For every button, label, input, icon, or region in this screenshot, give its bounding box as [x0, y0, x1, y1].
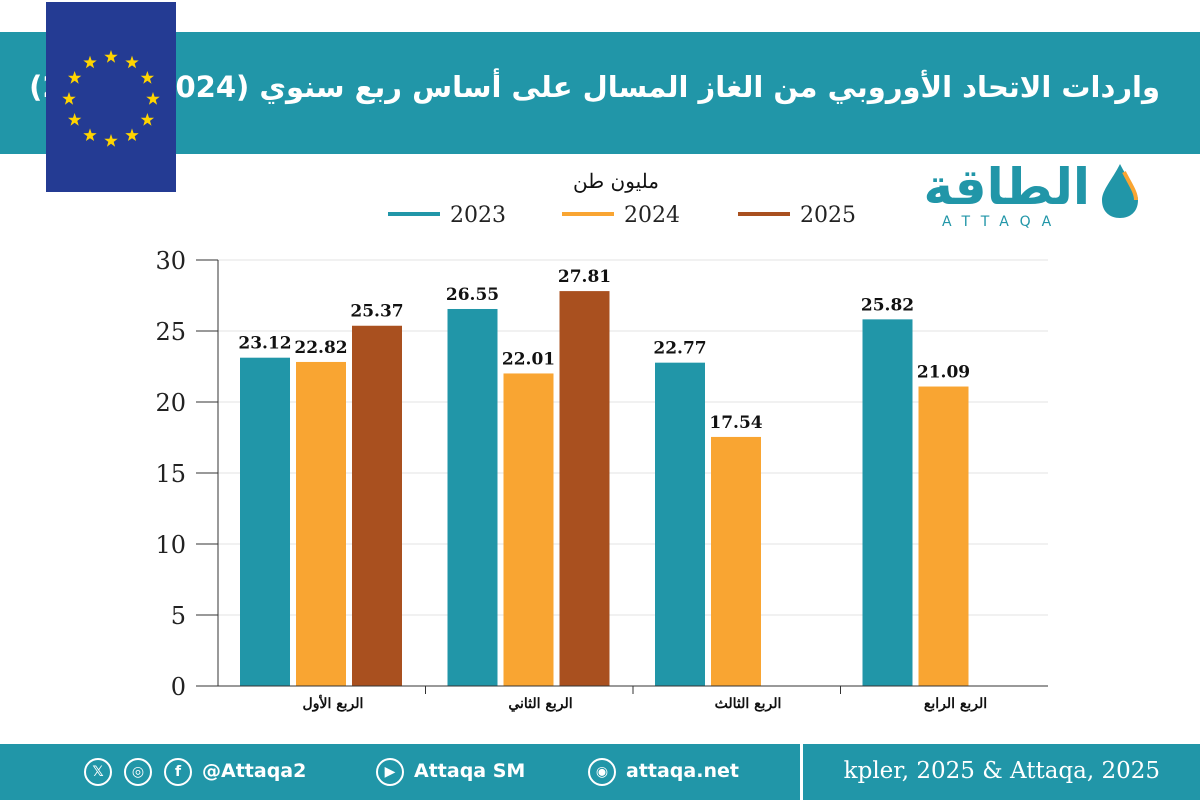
y-tick-label: 10 — [155, 531, 186, 559]
data-label: 26.55 — [446, 285, 499, 305]
instagram-icon[interactable]: ◎ — [124, 758, 152, 786]
y-tick-label: 25 — [155, 318, 186, 346]
flag-star — [140, 113, 154, 126]
data-label: 22.01 — [502, 349, 555, 369]
bar-2025 — [352, 325, 402, 686]
bar-2024 — [711, 436, 761, 686]
source-text: kpler, 2025 & Attaqa, 2025 — [843, 758, 1160, 784]
y-tick-label: 30 — [155, 247, 186, 275]
bar-2024 — [503, 373, 554, 686]
legend-label: 2024 — [624, 203, 680, 228]
flag-star — [68, 71, 82, 84]
legend-label: 2023 — [450, 203, 506, 228]
social-handle[interactable]: @Attaqa2 — [202, 760, 307, 782]
flag-star — [83, 55, 97, 69]
youtube-channel[interactable]: Attaqa SM — [414, 760, 526, 782]
footer: 𝕏 ◎ f @Attaqa2 ▶ Attaqa SM ◉ attaqa.net … — [0, 744, 1200, 800]
logo-latin-text: ATTAQA — [942, 214, 1063, 230]
youtube-icon[interactable]: ▶ — [376, 758, 404, 786]
x-tick-label: الربع الثاني — [508, 696, 572, 712]
data-label: 22.82 — [294, 338, 347, 358]
y-tick-label: 15 — [155, 460, 186, 488]
bar-2023 — [655, 362, 705, 686]
flag-star — [146, 92, 160, 105]
attaqa-logo: الطاقة ATTAQA — [924, 158, 1160, 238]
bars — [240, 291, 969, 686]
drop-icon — [1102, 164, 1138, 218]
x-icon[interactable]: 𝕏 — [84, 758, 112, 786]
bar-2023 — [862, 319, 913, 686]
flag-star — [104, 134, 118, 147]
flag-star — [68, 113, 82, 126]
data-label: 27.81 — [558, 267, 611, 287]
title-band — [0, 32, 1200, 154]
flag-star — [140, 71, 154, 84]
y-tick-label: 0 — [171, 673, 186, 701]
flag-star — [125, 55, 139, 69]
x-tick-label: الربع الثالث — [715, 696, 782, 712]
flag-star — [125, 128, 139, 141]
bar-2023 — [447, 308, 498, 686]
data-label: 23.12 — [238, 334, 291, 354]
unit-label: مليون طن — [573, 169, 659, 193]
eu-flag-icon — [46, 2, 176, 192]
y-tick-label: 5 — [171, 602, 186, 630]
data-label: 17.54 — [709, 413, 762, 433]
flag-star — [104, 50, 118, 63]
legend: مليون طن 2023 2024 2025 — [388, 169, 856, 228]
x-tick-label: الربع الرابع — [924, 696, 987, 712]
data-label: 22.77 — [653, 339, 706, 359]
footer-separator — [800, 744, 803, 800]
bar-2023 — [240, 357, 290, 686]
facebook-icon[interactable]: f — [164, 758, 192, 786]
logo-arabic-text: الطاقة — [923, 158, 1090, 216]
bar-2025 — [559, 291, 610, 686]
flag-star — [83, 128, 97, 141]
bar-2024 — [918, 386, 969, 686]
data-label: 25.82 — [861, 295, 914, 315]
website-link[interactable]: attaqa.net — [626, 760, 739, 782]
eu-flag-stars — [62, 50, 160, 147]
x-tick-label: الربع الأول — [303, 694, 364, 712]
globe-icon[interactable]: ◉ — [588, 758, 616, 786]
axes: 0 5 10 15 20 25 30 الربع الأول الربع الثاني الربع… — [155, 247, 1048, 712]
data-label: 21.09 — [917, 363, 970, 383]
legend-label: 2025 — [800, 203, 856, 228]
flag-star — [62, 92, 76, 105]
y-tick-label: 20 — [155, 389, 186, 417]
data-label: 25.37 — [350, 302, 403, 322]
bar-2024 — [296, 361, 346, 686]
